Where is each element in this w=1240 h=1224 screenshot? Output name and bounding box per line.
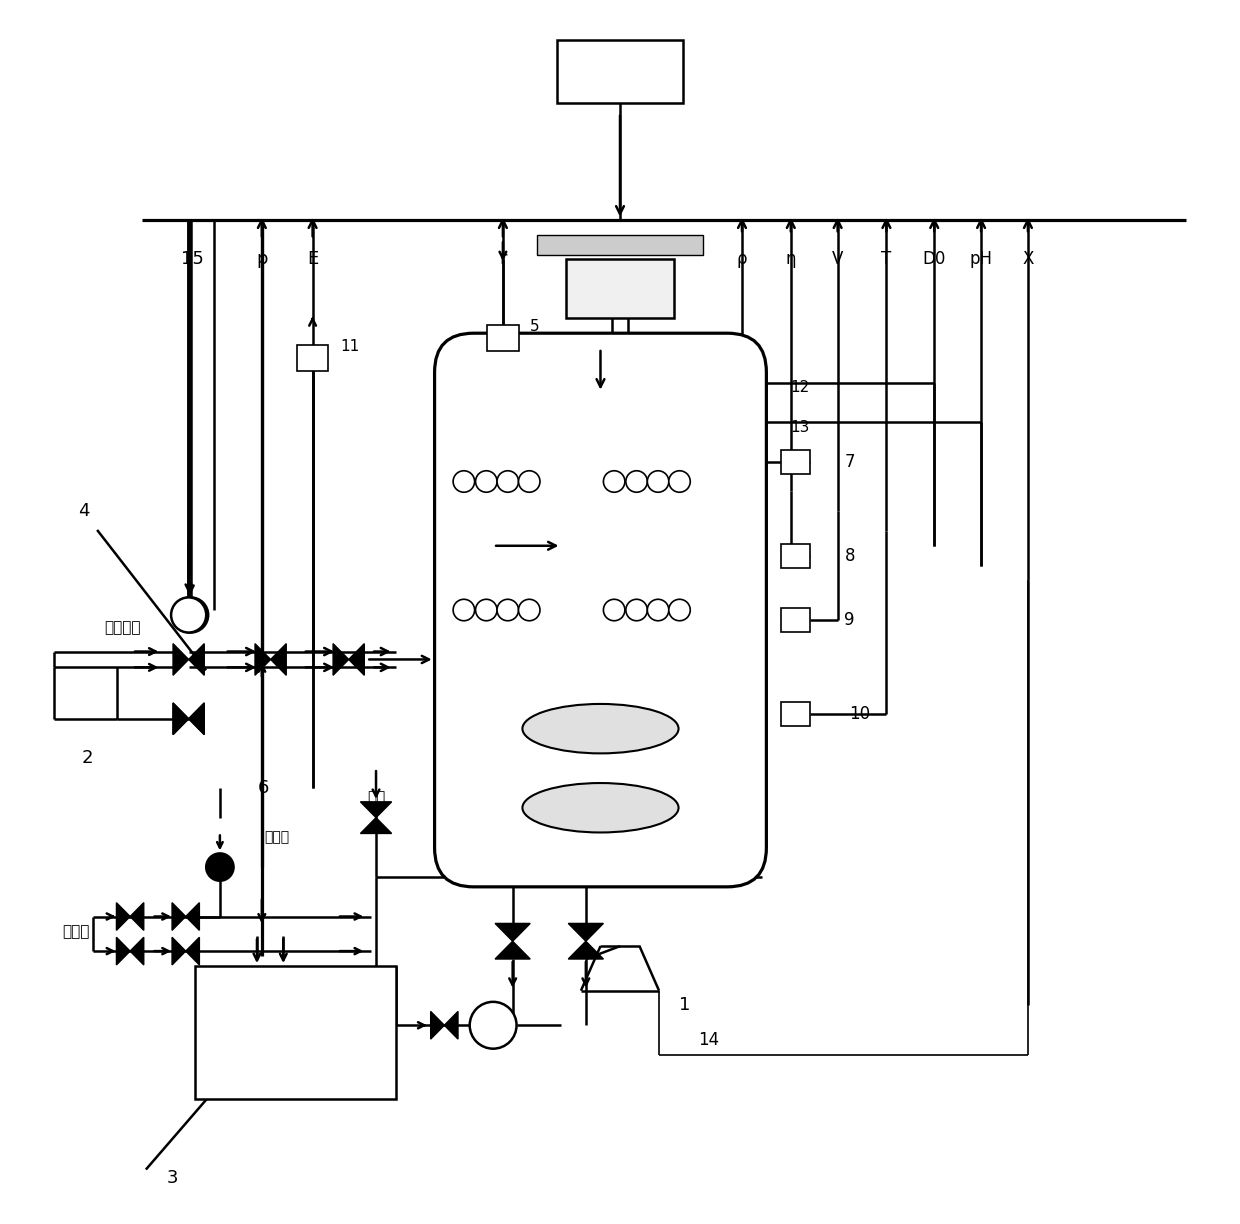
Polygon shape <box>361 818 392 834</box>
Polygon shape <box>117 938 130 965</box>
Polygon shape <box>430 1011 444 1039</box>
Polygon shape <box>174 703 188 734</box>
Bar <box>296 345 329 371</box>
Text: ρ: ρ <box>737 250 748 268</box>
Circle shape <box>453 600 475 621</box>
Circle shape <box>497 600 518 621</box>
Text: 电动阀: 电动阀 <box>264 830 289 845</box>
Text: 14: 14 <box>698 1031 719 1049</box>
Bar <box>487 326 518 351</box>
Bar <box>557 39 683 103</box>
Text: 2: 2 <box>82 749 93 767</box>
Text: 6: 6 <box>258 778 269 797</box>
Polygon shape <box>495 941 531 960</box>
Text: D0: D0 <box>923 250 946 268</box>
Polygon shape <box>568 941 604 960</box>
Text: 16: 16 <box>608 61 632 81</box>
Text: 电机: 电机 <box>609 280 631 297</box>
Bar <box>196 966 396 1099</box>
Text: 8: 8 <box>844 547 854 564</box>
Polygon shape <box>186 902 200 930</box>
Text: pH: pH <box>970 250 992 268</box>
Circle shape <box>626 600 647 621</box>
Polygon shape <box>348 644 365 676</box>
Text: 13: 13 <box>791 420 810 435</box>
Polygon shape <box>174 644 188 676</box>
Text: V: V <box>832 250 843 268</box>
Text: r: r <box>500 250 507 268</box>
Polygon shape <box>130 938 144 965</box>
Text: T: T <box>882 250 892 268</box>
Polygon shape <box>568 923 604 941</box>
Text: η: η <box>785 250 796 268</box>
Text: 净化空气: 净化空气 <box>104 621 140 635</box>
Circle shape <box>626 471 647 492</box>
Circle shape <box>647 600 668 621</box>
Text: 15: 15 <box>181 250 203 268</box>
Text: 3: 3 <box>166 1169 177 1187</box>
Text: 11: 11 <box>340 339 360 354</box>
Polygon shape <box>186 938 200 965</box>
Circle shape <box>171 597 206 633</box>
Bar <box>781 608 810 632</box>
Polygon shape <box>270 644 286 676</box>
Circle shape <box>604 471 625 492</box>
Polygon shape <box>255 644 270 676</box>
Circle shape <box>668 600 691 621</box>
Circle shape <box>174 597 208 633</box>
Text: 10: 10 <box>849 705 870 723</box>
Text: 7: 7 <box>844 453 854 471</box>
Bar <box>567 259 673 318</box>
Polygon shape <box>188 703 205 734</box>
Circle shape <box>476 600 497 621</box>
Polygon shape <box>334 644 348 676</box>
Polygon shape <box>188 644 205 676</box>
Circle shape <box>476 471 497 492</box>
Circle shape <box>206 853 233 881</box>
Polygon shape <box>444 1011 458 1039</box>
Text: X: X <box>1022 250 1034 268</box>
Ellipse shape <box>522 704 678 754</box>
Bar <box>537 235 703 255</box>
Text: 9: 9 <box>844 611 854 629</box>
FancyBboxPatch shape <box>434 333 766 887</box>
Polygon shape <box>361 802 392 818</box>
Polygon shape <box>130 902 144 930</box>
Polygon shape <box>188 703 205 734</box>
Circle shape <box>518 471 539 492</box>
Circle shape <box>668 471 691 492</box>
Polygon shape <box>117 902 130 930</box>
Text: p: p <box>257 250 268 268</box>
Bar <box>781 543 810 568</box>
Text: E: E <box>308 250 319 268</box>
Text: 5: 5 <box>531 318 539 334</box>
Circle shape <box>518 600 539 621</box>
Text: 12: 12 <box>791 381 810 395</box>
Text: 冷却水: 冷却水 <box>62 924 89 939</box>
Text: 循环水箱: 循环水箱 <box>277 1015 314 1029</box>
Text: 4: 4 <box>78 502 89 520</box>
Polygon shape <box>174 703 188 734</box>
Text: 回水: 回水 <box>367 791 386 805</box>
Polygon shape <box>495 923 531 941</box>
Bar <box>781 450 810 474</box>
Circle shape <box>497 471 518 492</box>
Circle shape <box>470 1001 517 1049</box>
Circle shape <box>647 471 668 492</box>
Text: 1: 1 <box>678 996 689 1015</box>
Polygon shape <box>172 902 186 930</box>
Ellipse shape <box>522 783 678 832</box>
Bar <box>781 703 810 726</box>
Polygon shape <box>172 938 186 965</box>
Circle shape <box>604 600 625 621</box>
Circle shape <box>453 471 475 492</box>
